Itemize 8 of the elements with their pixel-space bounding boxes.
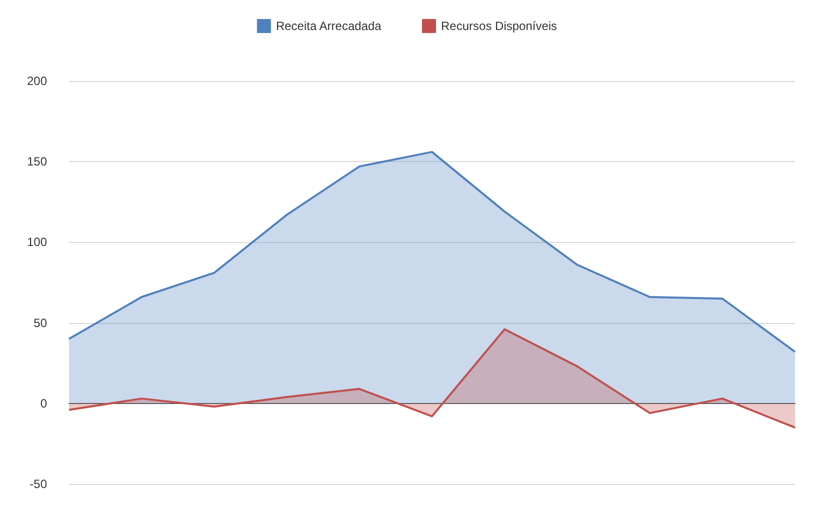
y-tick-label: 100 xyxy=(26,235,48,250)
legend-label: Recursos Disponíveis xyxy=(441,19,558,33)
y-tick-label: 150 xyxy=(26,154,48,169)
y-tick-label: 200 xyxy=(26,74,48,88)
legend-label: Receita Arrecadada xyxy=(276,19,382,33)
y-tick-label: 50 xyxy=(34,316,48,330)
y-tick-label: -50 xyxy=(30,477,48,491)
y-tick-label: 0 xyxy=(40,396,48,410)
